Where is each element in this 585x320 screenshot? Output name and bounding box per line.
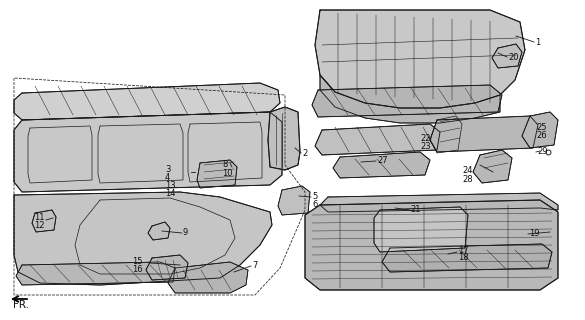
- Polygon shape: [312, 85, 502, 117]
- Text: 24: 24: [462, 165, 473, 174]
- Text: FR.: FR.: [13, 300, 29, 310]
- Polygon shape: [32, 210, 56, 232]
- Polygon shape: [382, 244, 552, 272]
- Text: 20: 20: [508, 52, 518, 61]
- Text: 1: 1: [535, 37, 541, 46]
- Polygon shape: [268, 107, 300, 170]
- Text: 8: 8: [222, 159, 228, 169]
- Text: 19: 19: [529, 228, 539, 237]
- Text: 18: 18: [458, 253, 469, 262]
- Polygon shape: [315, 124, 440, 155]
- Text: 29: 29: [537, 147, 548, 156]
- Text: 5: 5: [312, 191, 317, 201]
- Polygon shape: [320, 193, 558, 212]
- Text: 14: 14: [165, 188, 175, 197]
- Polygon shape: [522, 112, 558, 148]
- Polygon shape: [315, 10, 525, 108]
- Polygon shape: [146, 255, 188, 280]
- Text: 3: 3: [165, 164, 170, 173]
- Text: 11: 11: [34, 212, 44, 221]
- Text: 15: 15: [132, 258, 143, 267]
- Polygon shape: [14, 83, 280, 120]
- Polygon shape: [168, 262, 248, 293]
- Polygon shape: [430, 116, 538, 152]
- Polygon shape: [14, 112, 282, 192]
- Text: 25: 25: [536, 123, 546, 132]
- Polygon shape: [197, 160, 237, 188]
- Text: 23: 23: [420, 141, 431, 150]
- Text: 22: 22: [420, 133, 431, 142]
- Polygon shape: [148, 222, 170, 240]
- Text: 13: 13: [165, 180, 175, 189]
- Text: 28: 28: [462, 174, 473, 183]
- Text: 4: 4: [165, 172, 170, 181]
- Text: 7: 7: [252, 260, 257, 269]
- Text: 6: 6: [312, 199, 318, 209]
- Polygon shape: [305, 200, 558, 290]
- Text: 27: 27: [377, 156, 388, 164]
- Polygon shape: [333, 152, 430, 178]
- Polygon shape: [374, 207, 468, 252]
- Polygon shape: [16, 262, 175, 285]
- Polygon shape: [14, 192, 272, 285]
- Polygon shape: [473, 150, 512, 183]
- Polygon shape: [492, 44, 522, 68]
- Polygon shape: [278, 186, 310, 215]
- Text: 21: 21: [410, 204, 421, 213]
- Polygon shape: [320, 75, 500, 123]
- Text: 12: 12: [34, 220, 44, 229]
- Text: 10: 10: [222, 169, 232, 178]
- Text: 9: 9: [183, 228, 188, 236]
- Text: 16: 16: [132, 266, 143, 275]
- Text: 17: 17: [458, 245, 469, 254]
- Text: 2: 2: [302, 148, 307, 157]
- Text: 26: 26: [536, 131, 546, 140]
